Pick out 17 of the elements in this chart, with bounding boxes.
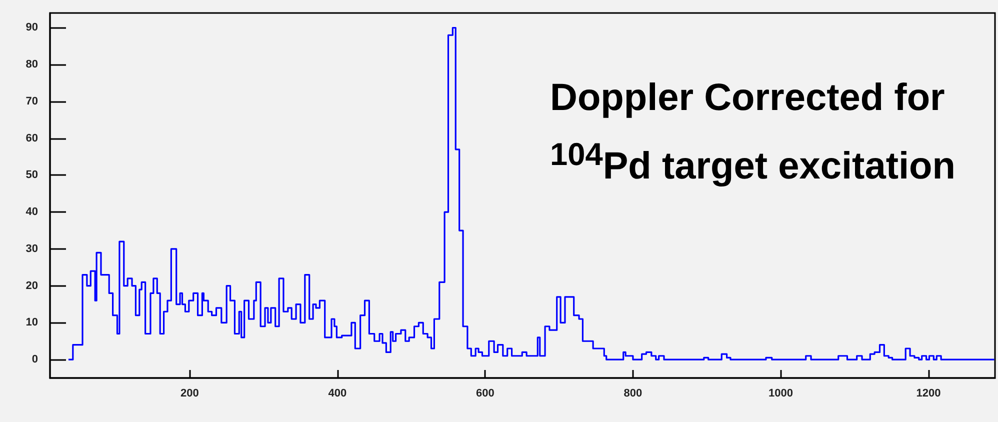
annotation: Doppler Corrected for $^{104}$Pd target excitation <box>550 76 956 190</box>
x-tick-label: 800 <box>624 388 642 400</box>
y-tick-label: 70 <box>26 95 38 108</box>
y-tick-label: 20 <box>26 280 38 292</box>
y-tick-label: 90 <box>26 22 38 34</box>
y-tick-label: 30 <box>26 242 38 255</box>
x-tick-label: 600 <box>476 388 494 400</box>
x-tick-label: 400 <box>328 388 347 400</box>
x-tick-label: 1200 <box>916 388 941 400</box>
y-tick-label: 40 <box>26 206 38 218</box>
y-tick-label: 80 <box>26 58 38 71</box>
y-tick-label: 50 <box>26 169 38 182</box>
x-tick-label: 1000 <box>768 388 793 400</box>
y-tick-label: 0 <box>32 354 38 366</box>
y-tick-label: 10 <box>26 316 38 329</box>
y-tick-label: 60 <box>26 132 38 144</box>
x-tick-label: 200 <box>180 388 199 400</box>
